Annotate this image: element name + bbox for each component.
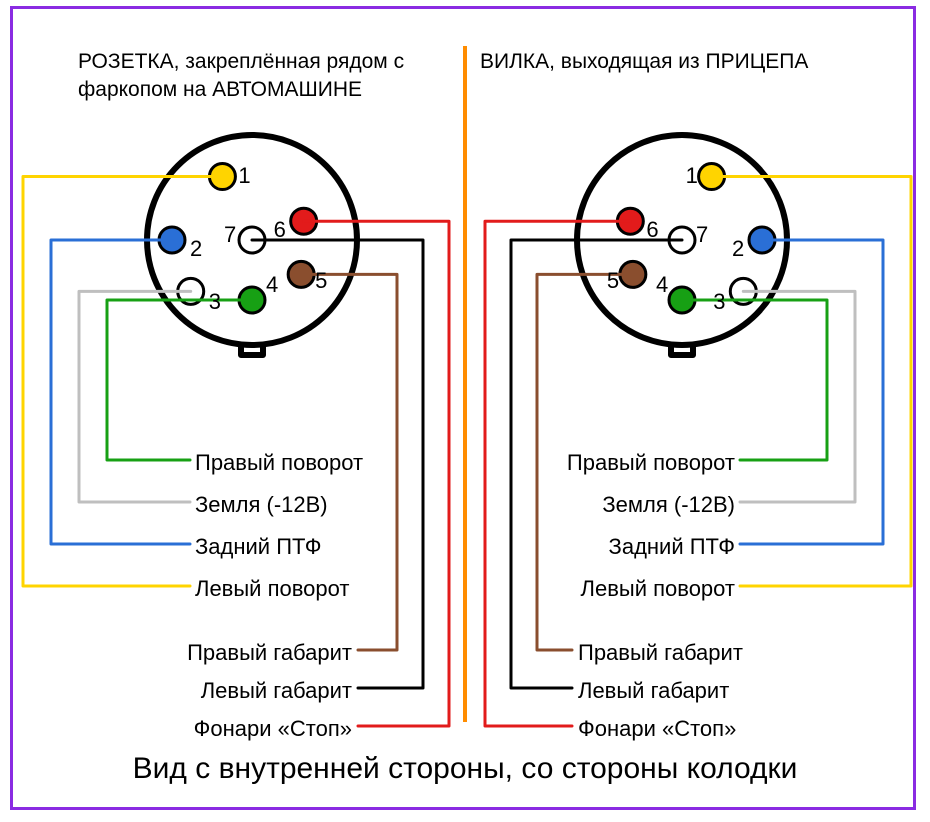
label-right-2: Задний ПТФ [609,534,735,560]
pin-number-3: 3 [209,289,221,315]
label-right-7: Левый габарит [578,678,729,704]
label-left-3: Земля (-12В) [195,492,328,518]
pin-number-7: 7 [696,222,708,248]
label-right-3: Земля (-12В) [602,492,735,518]
pin-number-1: 1 [238,163,250,189]
label-right-5: Правый габарит [578,640,743,666]
pin-number-2: 2 [732,236,744,262]
label-left-2: Задний ПТФ [195,534,321,560]
bottom-caption: Вид с внутренней стороны, со стороны кол… [0,752,930,786]
label-left-6: Фонари «Стоп» [194,716,352,742]
diagram-canvas [0,0,930,822]
label-right-4: Правый поворот [567,450,735,476]
pin-number-6: 6 [274,217,286,243]
label-right-1: Левый поворот [581,576,735,602]
title-left: РОЗЕТКА, закреплённая рядом с фаркопом н… [78,48,448,105]
pin-number-4: 4 [656,272,668,298]
pin-number-4: 4 [266,272,278,298]
label-right-6: Фонари «Стоп» [578,716,736,742]
pin-number-5: 5 [315,268,327,294]
label-left-4: Правый поворот [195,450,363,476]
pin-number-6: 6 [646,217,658,243]
pin-number-2: 2 [190,236,202,262]
label-left-7: Левый габарит [201,678,352,704]
pin-number-5: 5 [607,268,619,294]
label-left-1: Левый поворот [195,576,349,602]
pin-number-1: 1 [686,163,698,189]
title-right: ВИЛКА, выходящая из ПРИЦЕПА [480,48,900,76]
pin-number-3: 3 [713,289,725,315]
pin-number-7: 7 [224,222,236,248]
label-left-5: Правый габарит [187,640,352,666]
